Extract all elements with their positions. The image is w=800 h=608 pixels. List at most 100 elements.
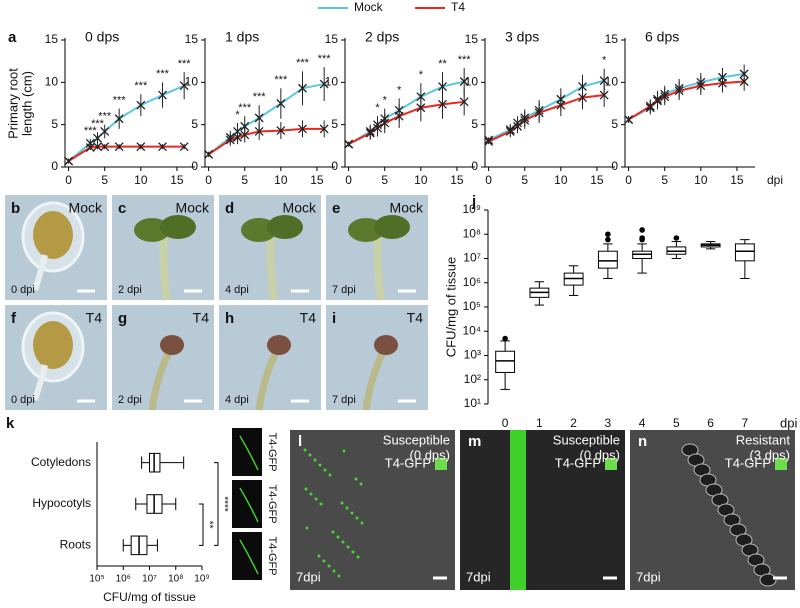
photo-label: Mock: [176, 200, 210, 216]
y-tick-label: 10³: [464, 348, 481, 362]
point-marker: [85, 143, 95, 152]
significance: ***: [458, 54, 472, 66]
x-tick-label: 7: [742, 416, 749, 430]
micro-marker: T4-GFP: [725, 455, 771, 470]
radicle: [32, 254, 48, 291]
point-marker: [254, 113, 264, 123]
significance-bracket: [199, 503, 204, 546]
y-tick-label: 5: [331, 117, 338, 131]
point-marker: [505, 126, 515, 136]
photo-label: T4: [86, 310, 103, 326]
x-tick-label: 2: [570, 416, 577, 430]
panel-letter: a: [8, 29, 17, 46]
point-marker: [459, 77, 469, 86]
x-tick-label: 10⁵: [89, 574, 104, 585]
gfp-speck: [359, 482, 363, 486]
stem: [266, 234, 278, 301]
point-marker: [599, 76, 609, 86]
legend-label: Mock: [354, 0, 384, 14]
y-tick-label: Roots: [60, 538, 91, 552]
y-tick-label: 5: [611, 117, 618, 131]
y-tick-label: 5: [51, 117, 58, 131]
seed: [33, 321, 73, 369]
gfp-speck: [305, 526, 309, 530]
point-marker: [520, 115, 530, 125]
significance: ***: [91, 118, 105, 130]
point-marker: [225, 135, 235, 145]
radicle: [32, 364, 48, 401]
gfp-speck: [356, 555, 360, 559]
x-tick-label: 0: [485, 173, 492, 187]
gfp-label: T4-GFP: [266, 484, 278, 523]
significance: ***: [274, 74, 288, 86]
gfp-speck: [351, 550, 355, 554]
y-tick-label: 0: [611, 159, 618, 173]
photo-label: Mock: [390, 200, 424, 216]
y-tick-label: 10¹: [464, 396, 481, 410]
gfp-key: [435, 458, 447, 470]
series-line: [348, 100, 465, 146]
chart-title: 0 dps: [85, 29, 119, 45]
gfp-speck: [328, 473, 332, 477]
photo-time: 0 dpi: [11, 284, 35, 296]
outlier: [639, 235, 645, 241]
point-marker: [373, 123, 382, 133]
point-marker: [739, 77, 749, 86]
point-marker: [276, 99, 286, 108]
outlier: [673, 235, 680, 241]
stem: [373, 234, 385, 301]
micro-stage: (0 dps): [410, 447, 450, 462]
gfp-speck: [355, 516, 359, 520]
point-marker: [100, 142, 110, 152]
significance: ***: [238, 102, 252, 114]
cotyledon: [267, 335, 291, 355]
micrograph: [460, 430, 625, 590]
gfp-band: [510, 430, 526, 590]
stem: [159, 234, 171, 301]
panel-letter: g: [118, 310, 127, 327]
box: [597, 250, 618, 269]
cotyledon: [374, 215, 410, 239]
significance: ***: [253, 91, 267, 103]
point-marker: [624, 115, 634, 125]
y-tick-label: 15: [185, 32, 199, 46]
photo-time: 4 dpi: [225, 284, 249, 296]
y-tick-label: 5: [191, 117, 198, 131]
gfp-speck: [336, 535, 340, 539]
significance: ***: [84, 125, 98, 137]
point-marker: [179, 81, 189, 91]
significance: ***: [318, 53, 332, 65]
y-axis-label: Primary root: [5, 68, 20, 139]
x-tick-label: 0: [205, 173, 212, 187]
point-marker: [276, 126, 286, 136]
series-line: [208, 127, 325, 156]
micrograph: [290, 430, 455, 590]
x-tick-label: 5: [101, 173, 108, 187]
photo-label: T4: [193, 310, 210, 326]
point-marker: [365, 128, 375, 138]
x-tick-label: 3: [605, 416, 612, 430]
significance: **: [203, 521, 214, 529]
micro-time: 7dpi: [296, 569, 321, 584]
x-tick-label: 0: [502, 416, 509, 430]
point-marker: [85, 138, 95, 148]
gfp-speck: [318, 463, 322, 467]
x-tick-label: 5: [661, 173, 668, 187]
point-marker: [158, 142, 167, 152]
y-tick-label: 10⁴: [462, 323, 481, 337]
photo-time: 7 dpi: [332, 394, 356, 406]
point-marker: [158, 90, 167, 100]
gfp-speck: [332, 569, 336, 573]
point-marker: [114, 114, 124, 124]
point-marker: [233, 132, 242, 142]
significance-bracket: [214, 462, 219, 546]
x-tick-label: 10⁷: [142, 574, 157, 585]
point-marker: [660, 92, 670, 102]
chart-title: 2 dps: [365, 29, 399, 45]
point-marker: [298, 124, 307, 134]
gfp-key: [775, 458, 787, 470]
y-tick-label: Hypocotyls: [32, 496, 91, 510]
y-tick-label: 0: [331, 159, 338, 173]
x-tick-label: 6: [707, 416, 714, 430]
